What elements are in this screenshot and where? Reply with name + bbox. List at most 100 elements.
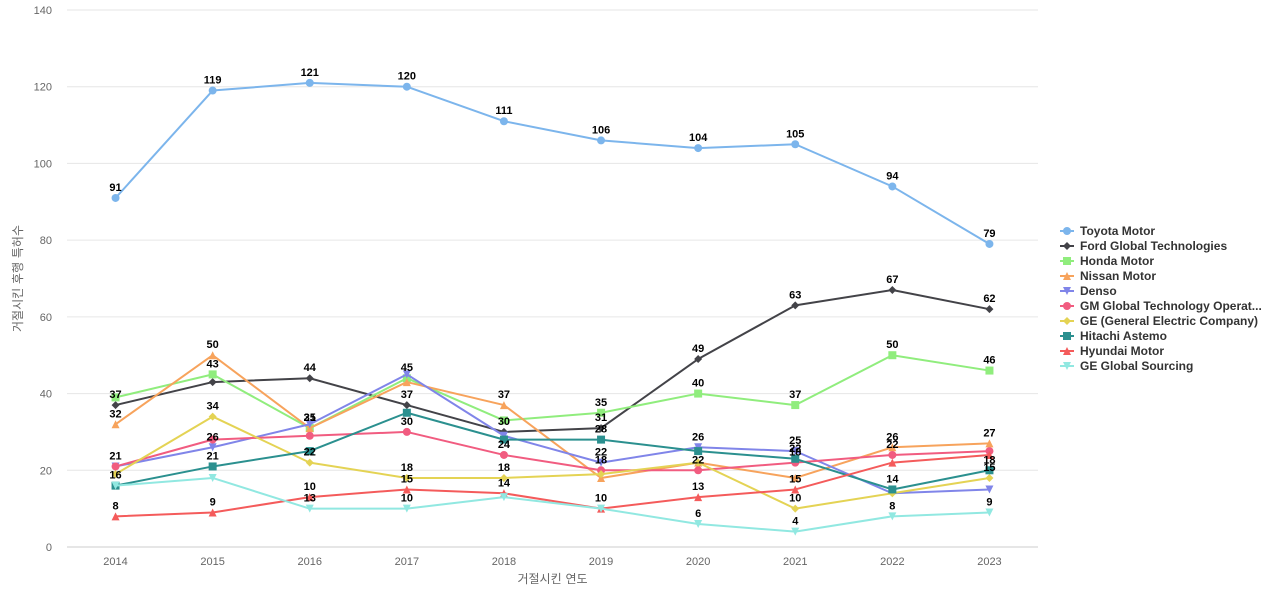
- data-point: [111, 512, 120, 521]
- data-point: [791, 454, 800, 463]
- data-label: 37: [401, 389, 413, 401]
- data-point: [985, 239, 994, 248]
- data-label: 37: [109, 389, 121, 401]
- legend-label: Ford Global Technologies: [1080, 239, 1227, 253]
- data-point: [402, 378, 411, 387]
- data-point: [305, 78, 314, 87]
- data-label: 15: [401, 473, 413, 485]
- data-label: 13: [692, 481, 704, 493]
- data-point: [597, 470, 606, 479]
- data-point: [305, 447, 314, 456]
- legend-label: GE Global Sourcing: [1080, 359, 1193, 373]
- data-label: 45: [401, 362, 413, 374]
- data-point: [694, 355, 703, 364]
- data-point: [499, 435, 508, 444]
- data-point: [597, 136, 606, 145]
- data-point: [694, 447, 703, 456]
- x-tick-label: 2021: [783, 556, 807, 568]
- data-point: [305, 504, 314, 513]
- data-label: 10: [595, 493, 607, 505]
- x-tick-label: 2019: [589, 556, 613, 568]
- data-point: [111, 462, 120, 471]
- data-label: 9: [986, 496, 992, 508]
- series-line: [115, 415, 990, 510]
- y-axis-ticks: 0 20 40 60 80 100 120 140: [34, 5, 52, 554]
- data-label: 21: [207, 450, 219, 462]
- data-label: 49: [692, 343, 704, 355]
- data-label: 18: [789, 447, 801, 459]
- x-axis-title: 거절시킨 연도: [517, 572, 587, 586]
- x-tick-label: 2015: [200, 556, 224, 568]
- data-point: [208, 473, 217, 482]
- y-tick-label: 80: [40, 235, 52, 247]
- data-point: [985, 473, 994, 482]
- data-point: [791, 485, 800, 494]
- data-point: [597, 458, 606, 467]
- data-label: 44: [304, 362, 317, 374]
- legend-label: Toyota Motor: [1080, 224, 1155, 238]
- y-tick-label: 20: [40, 465, 52, 477]
- y-tick-label: 0: [46, 542, 52, 554]
- series-line: [115, 476, 990, 533]
- data-label: 18: [983, 454, 995, 466]
- legend-marker: [1063, 302, 1071, 310]
- data-point: [985, 450, 994, 459]
- data-point: [985, 485, 994, 494]
- series-lines: [111, 78, 994, 536]
- x-tick-label: 2017: [395, 556, 419, 568]
- x-tick-label: 2023: [977, 556, 1001, 568]
- data-point: [402, 401, 411, 410]
- legend-label: Honda Motor: [1080, 254, 1154, 268]
- series-line: [115, 453, 990, 518]
- grid: [67, 9, 1038, 548]
- data-point: [888, 286, 897, 295]
- legend-marker: [1063, 332, 1071, 340]
- series-line: [114, 81, 990, 245]
- legend-item: Hitachi Astemo: [1060, 329, 1167, 343]
- data-label: 91: [109, 182, 121, 194]
- data-label: 105: [786, 128, 804, 140]
- data-point: [791, 401, 800, 410]
- legend-marker: [1063, 362, 1071, 370]
- series-line: [114, 354, 990, 479]
- data-point: [305, 458, 314, 467]
- x-tick-label: 2018: [492, 556, 516, 568]
- data-label: 94: [886, 170, 899, 182]
- data-label: 62: [983, 293, 995, 305]
- data-point: [111, 393, 120, 402]
- data-point: [694, 144, 703, 153]
- legend-marker: [1063, 242, 1071, 250]
- data-label: 34: [207, 401, 220, 413]
- data-label: 26: [207, 431, 219, 443]
- data-point: [888, 182, 897, 191]
- series-line: [115, 411, 990, 491]
- data-label: 79: [983, 228, 995, 240]
- data-label: 25: [789, 435, 801, 447]
- data-label: 22: [595, 447, 607, 459]
- data-label: 67: [886, 274, 898, 286]
- data-point: [499, 473, 508, 482]
- data-point: [499, 493, 508, 502]
- data-point: [985, 466, 994, 475]
- data-label: 9: [210, 496, 216, 508]
- data-point: [208, 443, 217, 452]
- data-point: [694, 389, 703, 398]
- data-label: 13: [304, 493, 316, 505]
- data-point: [499, 117, 508, 126]
- data-point: [888, 351, 897, 360]
- data-point: [208, 508, 217, 517]
- data-label: 31: [304, 412, 316, 424]
- data-label: 22: [789, 443, 801, 455]
- data-point: [499, 401, 508, 410]
- data-label: 18: [595, 454, 607, 466]
- data-point: [694, 519, 703, 528]
- data-label: 25: [304, 412, 316, 424]
- series-3: [111, 351, 994, 433]
- data-label: 32: [109, 408, 121, 420]
- data-point: [791, 527, 800, 536]
- data-label: 30: [498, 416, 510, 428]
- data-label: 24: [498, 439, 511, 451]
- data-label: 10: [401, 493, 413, 505]
